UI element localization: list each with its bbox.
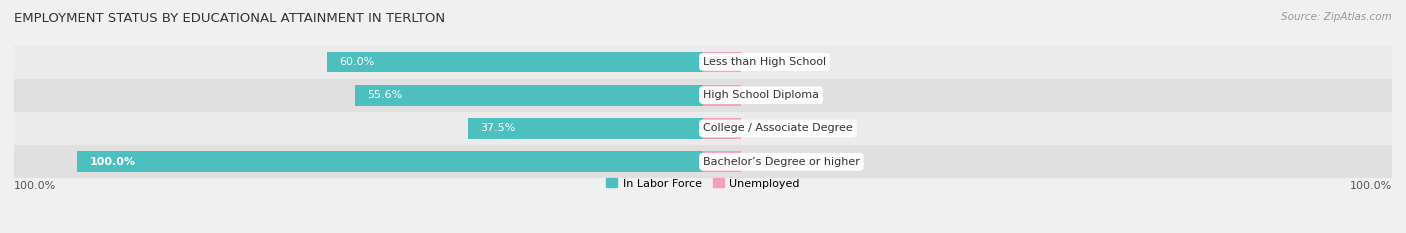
Bar: [703, 85, 741, 106]
Text: 100.0%: 100.0%: [1350, 181, 1392, 191]
Text: Less than High School: Less than High School: [703, 57, 827, 67]
Text: College / Associate Degree: College / Associate Degree: [703, 123, 853, 134]
Bar: [14, 45, 1392, 79]
Text: 55.6%: 55.6%: [367, 90, 402, 100]
Bar: [354, 85, 703, 106]
Bar: [703, 51, 741, 72]
Text: EMPLOYMENT STATUS BY EDUCATIONAL ATTAINMENT IN TERLTON: EMPLOYMENT STATUS BY EDUCATIONAL ATTAINM…: [14, 12, 446, 25]
Bar: [14, 145, 1392, 178]
Legend: In Labor Force, Unemployed: In Labor Force, Unemployed: [602, 174, 804, 193]
Text: 0.0%: 0.0%: [749, 57, 779, 67]
Text: 100.0%: 100.0%: [89, 157, 135, 167]
Text: Source: ZipAtlas.com: Source: ZipAtlas.com: [1281, 12, 1392, 22]
Bar: [328, 51, 703, 72]
Text: 37.5%: 37.5%: [481, 123, 516, 134]
Text: 60.0%: 60.0%: [340, 57, 375, 67]
Text: 100.0%: 100.0%: [14, 181, 56, 191]
Bar: [703, 151, 741, 172]
Text: 0.0%: 0.0%: [749, 123, 779, 134]
Bar: [14, 79, 1392, 112]
Bar: [703, 118, 741, 139]
Text: Bachelor’s Degree or higher: Bachelor’s Degree or higher: [703, 157, 860, 167]
Text: 0.0%: 0.0%: [749, 157, 779, 167]
Text: 0.0%: 0.0%: [749, 90, 779, 100]
Bar: [468, 118, 703, 139]
Text: High School Diploma: High School Diploma: [703, 90, 820, 100]
Bar: [14, 112, 1392, 145]
Bar: [77, 151, 703, 172]
